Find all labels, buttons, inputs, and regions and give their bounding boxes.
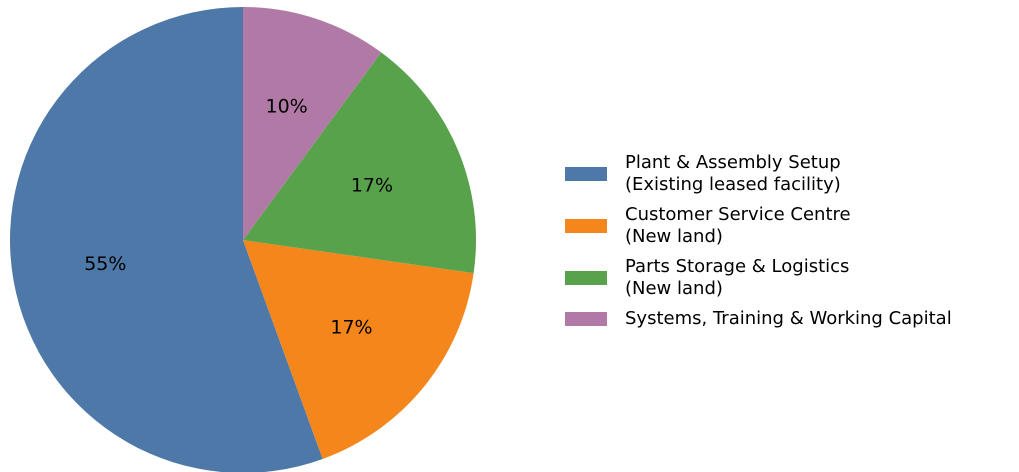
pie-slice — [10, 7, 323, 472]
pie-slice — [243, 7, 382, 240]
slice-label: 17% — [330, 317, 372, 339]
legend-label: Customer Service Centre (New land) — [625, 204, 851, 247]
slice-label: 55% — [84, 253, 126, 275]
legend-swatch — [565, 219, 607, 233]
legend-label: Plant & Assembly Setup (Existing leased f… — [625, 152, 841, 195]
legend-label: Parts Storage & Logistics (New land) — [625, 256, 849, 299]
legend-swatch — [565, 312, 607, 326]
pie-slice — [243, 240, 474, 459]
legend-swatch — [565, 271, 607, 285]
legend-swatch — [565, 167, 607, 181]
slice-label: 17% — [351, 174, 393, 196]
slice-label: 10% — [266, 96, 308, 118]
pie-slice — [243, 52, 476, 274]
legend-label: Systems, Training & Working Capital — [625, 308, 952, 329]
